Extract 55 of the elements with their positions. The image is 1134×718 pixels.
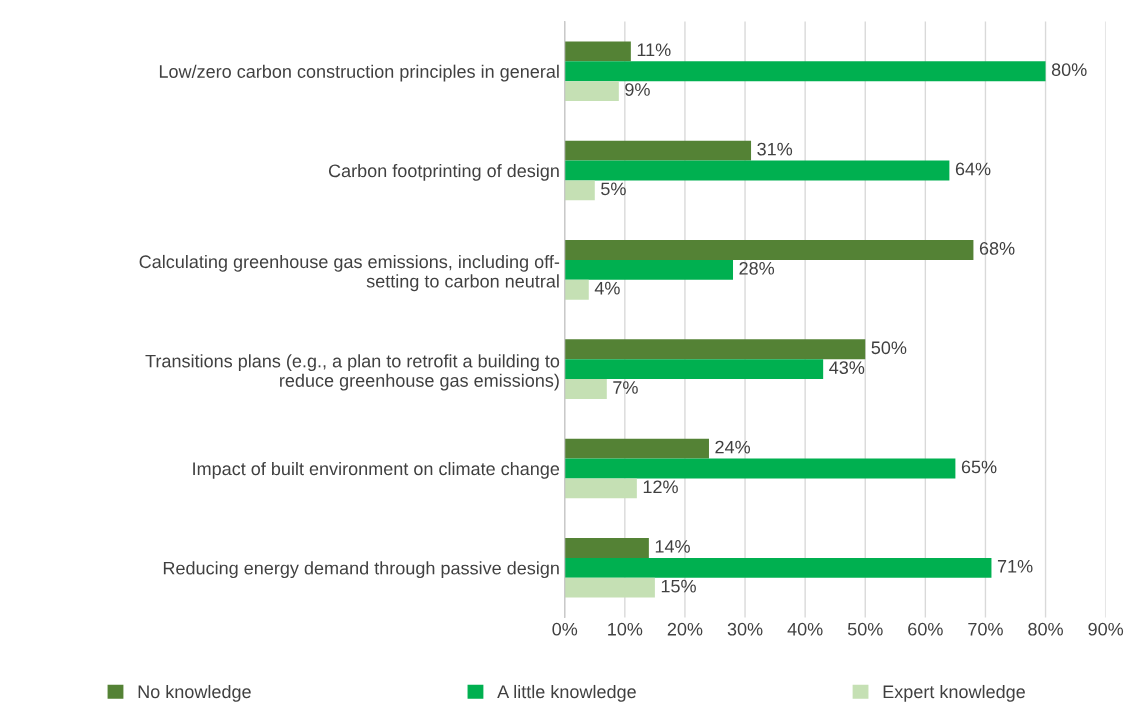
data-label: 43%	[829, 361, 865, 375]
data-label: 50%	[871, 341, 907, 355]
bar	[564, 259, 734, 280]
data-label: 15%	[661, 579, 696, 593]
legend-label: Expert knowledge	[883, 684, 1025, 702]
x-tick-label: 70%	[968, 622, 1003, 636]
bar	[564, 438, 709, 459]
x-tick-label: 40%	[787, 622, 823, 636]
data-label: 28%	[739, 261, 775, 275]
y-tick-label: Transitions plans (e.g., a plan to retrofit a building to reduce greenhouse gas emissions)	[145, 354, 560, 391]
data-label: 4%	[594, 281, 620, 295]
data-label: 24%	[715, 440, 751, 454]
bar	[564, 41, 631, 62]
x-tick-label: 90%	[1088, 622, 1124, 636]
data-label: 31%	[757, 142, 793, 156]
data-label: 5%	[601, 182, 626, 196]
bar	[564, 458, 956, 479]
data-label: 71%	[997, 559, 1033, 573]
bar	[564, 140, 752, 161]
bar	[564, 538, 649, 558]
bar	[564, 61, 1046, 82]
data-label: 9%	[625, 83, 650, 96]
bar	[564, 557, 992, 578]
data-label: 7%	[613, 381, 638, 394]
bar	[564, 359, 824, 380]
data-label: 65%	[961, 460, 997, 474]
bar	[564, 339, 866, 360]
y-tick-label: Reducing energy demand through passive design	[163, 561, 559, 579]
bar	[564, 478, 637, 499]
bar	[564, 279, 589, 300]
bar	[564, 240, 974, 260]
x-tick-label: 60%	[908, 622, 943, 636]
data-label: 11%	[637, 43, 671, 57]
x-tick-label: 10%	[608, 622, 643, 636]
bar	[564, 577, 655, 598]
y-tick-label: Impact of built environment on climate change	[193, 461, 560, 479]
legend-label: No knowledge	[138, 684, 251, 702]
data-label: 68%	[979, 242, 1015, 255]
data-label: 80%	[1051, 63, 1087, 77]
x-tick-label: 80%	[1028, 622, 1063, 636]
bar	[564, 379, 607, 399]
y-tick-label: Calculating greenhouse gas emissions, including off- setting to carbon neutral	[139, 254, 560, 292]
x-tick-label: 0%	[552, 622, 578, 636]
data-label: 12%	[643, 480, 678, 494]
legend-label: A little knowledge	[497, 684, 636, 702]
bar	[564, 81, 619, 101]
bar	[564, 160, 950, 181]
x-tick-label: 50%	[847, 622, 883, 636]
y-tick-label: Carbon footprinting of design	[328, 163, 559, 181]
x-tick-label: 30%	[727, 622, 763, 636]
bar	[564, 180, 595, 201]
data-label: 14%	[655, 540, 690, 553]
data-label: 64%	[955, 162, 991, 176]
x-tick-label: 20%	[667, 622, 703, 636]
y-tick-label: Low/zero carbon construction principles in general	[159, 64, 559, 82]
